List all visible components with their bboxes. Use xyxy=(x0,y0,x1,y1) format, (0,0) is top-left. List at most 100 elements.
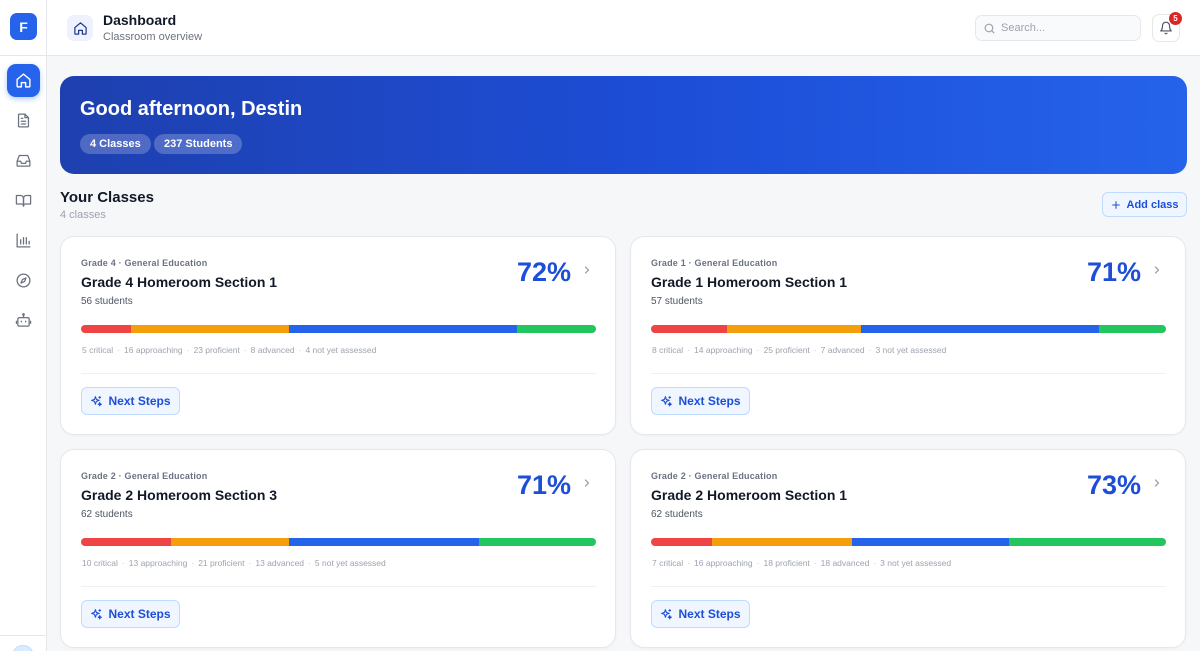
next-steps-button[interactable]: Next Steps xyxy=(81,600,180,628)
next-steps-label: Next Steps xyxy=(678,394,741,408)
bar-segment-proficient xyxy=(288,325,517,333)
bar-segment-advanced xyxy=(1008,538,1166,546)
bar-segment-critical xyxy=(81,325,131,333)
section-subtitle: 4 classes xyxy=(60,209,106,221)
class-card[interactable]: Grade 2 · General Education Grade 2 Home… xyxy=(630,449,1186,648)
book-icon xyxy=(15,194,32,207)
next-steps-label: Next Steps xyxy=(108,394,171,408)
chevron-right-icon[interactable] xyxy=(1151,264,1163,276)
class-title[interactable]: Grade 2 Homeroom Section 3 xyxy=(81,487,278,503)
sidebar-item-explore[interactable] xyxy=(7,264,40,297)
page-subtitle: Classroom overview xyxy=(103,31,203,43)
sidebar-item-reports[interactable] xyxy=(7,224,40,257)
app-logo[interactable]: F xyxy=(10,13,37,40)
robot-icon xyxy=(15,313,32,327)
approaching-count: 13 approaching xyxy=(128,558,188,568)
search-icon xyxy=(984,23,995,34)
class-student-count: 62 students xyxy=(81,509,133,520)
sidebar-divider xyxy=(0,55,47,56)
sidebar-bottom-divider xyxy=(0,635,47,636)
sidebar-item-library[interactable] xyxy=(7,184,40,217)
proficient-count: 21 proficient xyxy=(198,558,245,568)
proficiency-breakdown: 5 critical · 16 approaching · 23 proficient ·… xyxy=(82,345,377,355)
next-steps-button[interactable]: Next Steps xyxy=(81,387,180,415)
card-divider xyxy=(651,373,1166,374)
section-title: Your Classes xyxy=(60,189,154,206)
sidebar-item-inbox[interactable] xyxy=(7,144,40,177)
proficiency-breakdown: 10 critical · 13 approaching · 21 proficient… xyxy=(82,558,386,568)
critical-count: 7 critical xyxy=(652,558,684,568)
bar-segment-approaching xyxy=(130,325,289,333)
sidebar: F xyxy=(0,0,47,651)
bar-segment-critical xyxy=(651,538,713,546)
bar-segment-advanced xyxy=(516,325,596,333)
next-steps-button[interactable]: Next Steps xyxy=(651,387,750,415)
sparkle-icon xyxy=(661,608,673,619)
card-divider xyxy=(651,586,1166,587)
critical-count: 8 critical xyxy=(652,345,684,355)
class-proficiency-percent: 71% xyxy=(516,470,571,500)
class-card[interactable]: Grade 1 · General Education Grade 1 Home… xyxy=(630,236,1186,435)
bar-segment-proficient xyxy=(288,538,479,546)
class-meta: Grade 1 · General Education xyxy=(651,258,778,268)
critical-count: 5 critical xyxy=(82,345,114,355)
class-student-count: 57 students xyxy=(651,296,703,307)
page-title: Dashboard xyxy=(103,12,177,28)
bell-icon xyxy=(1160,21,1172,35)
class-card[interactable]: Grade 2 · General Education Grade 2 Home… xyxy=(60,449,616,648)
chevron-right-icon[interactable] xyxy=(581,477,593,489)
home-icon xyxy=(73,21,87,35)
class-student-count: 56 students xyxy=(81,296,133,307)
header-home-badge xyxy=(67,15,93,41)
bar-segment-proficient xyxy=(860,325,1100,333)
classes-count-pill: 4 Classes xyxy=(80,134,151,154)
search-box xyxy=(975,15,1141,41)
class-title[interactable]: Grade 2 Homeroom Section 1 xyxy=(651,487,848,503)
sidebar-item-assistant[interactable] xyxy=(7,304,40,337)
approaching-count: 16 approaching xyxy=(694,558,753,568)
bar-segment-critical xyxy=(81,538,172,546)
chart-icon xyxy=(16,233,31,248)
chevron-right-icon[interactable] xyxy=(1151,477,1163,489)
students-count-pill: 237 Students xyxy=(154,134,243,154)
not-assessed-count: 4 not yet assessed xyxy=(305,345,377,355)
not-assessed-count: 3 not yet assessed xyxy=(875,345,947,355)
top-header: Dashboard Classroom overview 5 xyxy=(47,0,1200,56)
add-class-label: Add class xyxy=(1126,198,1179,211)
sparkle-icon xyxy=(661,395,673,406)
document-icon xyxy=(17,113,30,128)
proficiency-bar xyxy=(651,538,1166,546)
notifications-button[interactable]: 5 xyxy=(1152,12,1182,42)
chevron-right-icon[interactable] xyxy=(581,264,593,276)
advanced-count: 7 advanced xyxy=(820,345,865,355)
bar-segment-approaching xyxy=(727,325,861,333)
card-divider xyxy=(81,373,596,374)
class-title[interactable]: Grade 1 Homeroom Section 1 xyxy=(651,274,848,290)
bar-segment-advanced xyxy=(1099,325,1166,333)
user-avatar[interactable] xyxy=(12,645,34,651)
card-divider xyxy=(81,586,596,587)
sidebar-item-documents[interactable] xyxy=(7,104,40,137)
class-meta: Grade 4 · General Education xyxy=(81,258,208,268)
sparkle-icon xyxy=(91,395,103,406)
inbox-icon xyxy=(16,154,31,167)
class-student-count: 62 students xyxy=(651,509,703,520)
bar-segment-critical xyxy=(651,325,728,333)
proficiency-bar xyxy=(81,325,596,333)
add-class-button[interactable]: Add class xyxy=(1102,192,1187,217)
not-assessed-count: 3 not yet assessed xyxy=(880,558,952,568)
greeting-text: Good afternoon, Destin xyxy=(80,98,303,120)
class-card[interactable]: Grade 4 · General Education Grade 4 Home… xyxy=(60,236,616,435)
not-assessed-count: 5 not yet assessed xyxy=(314,558,386,568)
next-steps-button[interactable]: Next Steps xyxy=(651,600,750,628)
class-meta: Grade 2 · General Education xyxy=(651,471,778,481)
sidebar-item-home[interactable] xyxy=(7,64,40,97)
search-input[interactable] xyxy=(1001,16,1137,40)
notification-count-badge: 5 xyxy=(1169,12,1182,25)
next-steps-label: Next Steps xyxy=(678,607,741,621)
critical-count: 10 critical xyxy=(82,558,118,568)
next-steps-label: Next Steps xyxy=(108,607,171,621)
welcome-banner: Good afternoon, Destin 4 Classes 237 Stu… xyxy=(60,76,1187,174)
sparkle-icon xyxy=(91,608,103,619)
class-title[interactable]: Grade 4 Homeroom Section 1 xyxy=(81,274,278,290)
